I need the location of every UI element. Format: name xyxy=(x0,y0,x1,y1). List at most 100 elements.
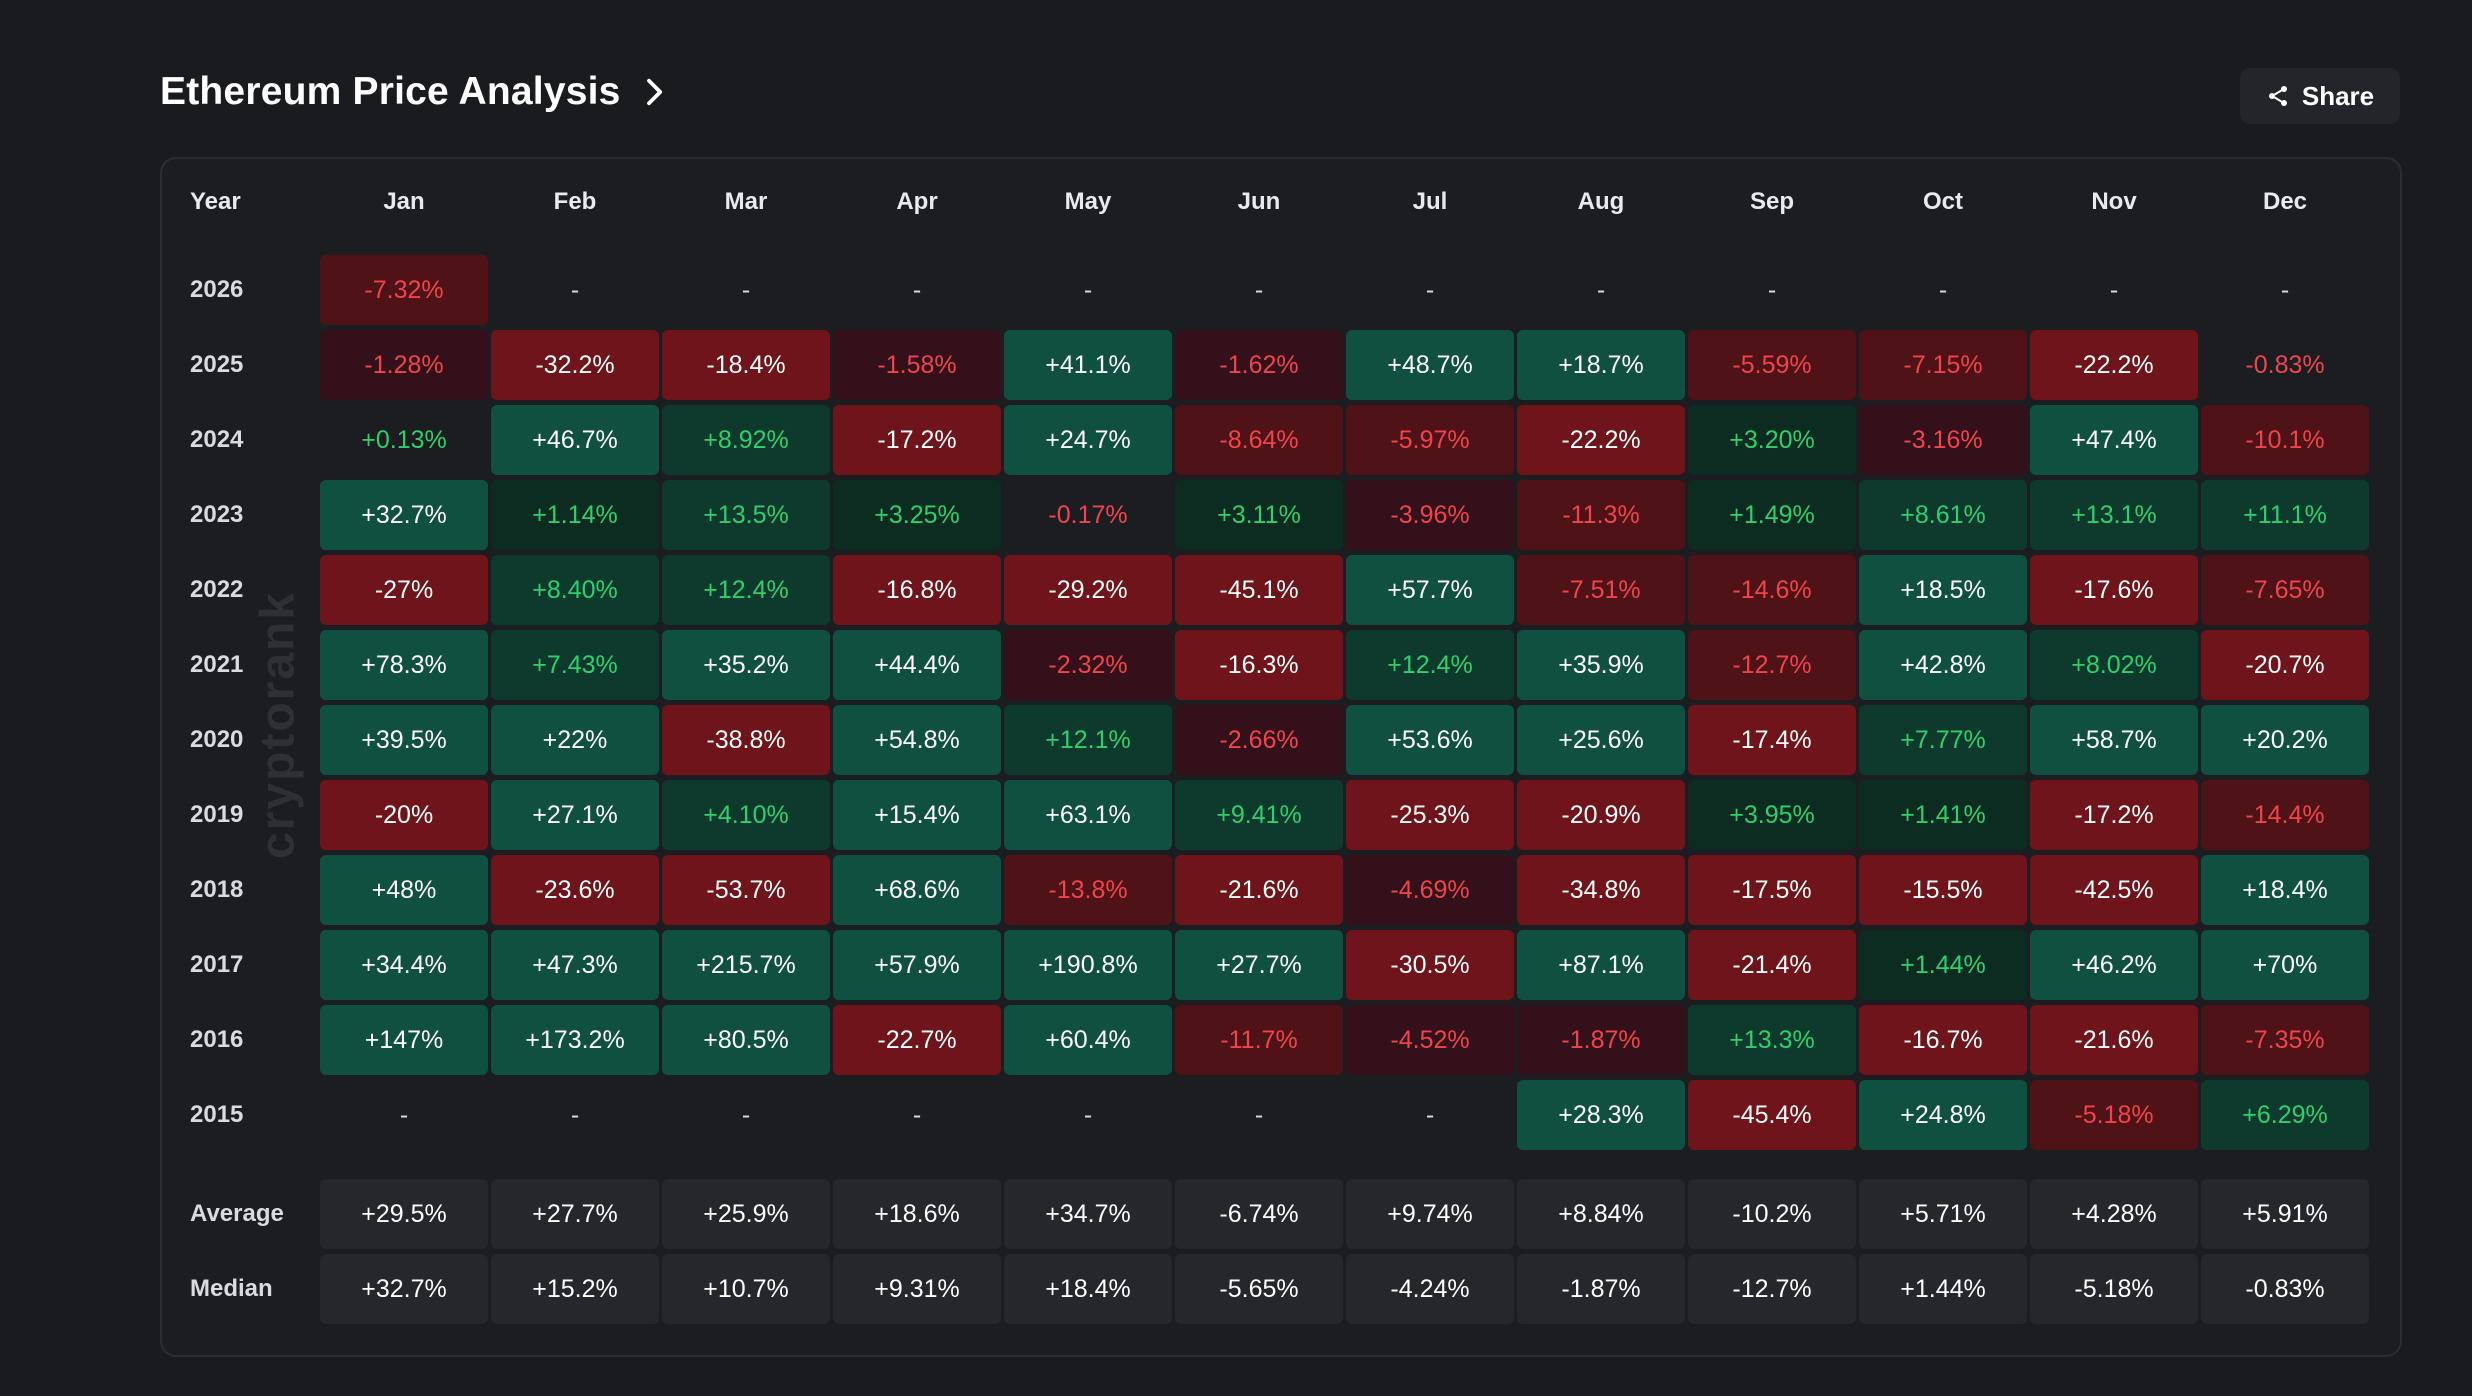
row-label-year: 2026 xyxy=(190,276,244,303)
heatmap-cell: -29.2% xyxy=(1004,555,1172,625)
heatmap-cell: +60.4% xyxy=(1004,1005,1172,1075)
heatmap-cell: +80.5% xyxy=(662,1005,830,1075)
heatmap-cell: -21.6% xyxy=(2030,1005,2198,1075)
heatmap-cell: - xyxy=(570,1100,580,1129)
heatmap-cell: -12.7% xyxy=(1688,630,1856,700)
heatmap-cell: +34.4% xyxy=(320,930,488,1000)
heatmap-cell: -2.32% xyxy=(1004,630,1172,700)
heatmap-cell: -16.8% xyxy=(833,555,1001,625)
summary-cell: +32.7% xyxy=(320,1254,488,1324)
heatmap-cell: +78.3% xyxy=(320,630,488,700)
heatmap-cell: +35.9% xyxy=(1517,630,1685,700)
heatmap-cell: +11.1% xyxy=(2201,480,2369,550)
summary-cell: +18.4% xyxy=(1004,1254,1172,1324)
share-button[interactable]: Share xyxy=(2240,68,2400,124)
heatmap-cell: -14.6% xyxy=(1688,555,1856,625)
heatmap-cell: +24.7% xyxy=(1004,405,1172,475)
heatmap-cell: +8.02% xyxy=(2030,630,2198,700)
column-header-sep: Sep xyxy=(1749,188,1794,215)
heatmap-cell: -30.5% xyxy=(1346,930,1514,1000)
heatmap-cell: +27.7% xyxy=(1175,930,1343,1000)
heatmap-cell: -10.1% xyxy=(2201,405,2369,475)
summary-cell: +15.2% xyxy=(491,1254,659,1324)
heatmap-cell: -20.7% xyxy=(2201,630,2369,700)
heatmap-cell: +3.25% xyxy=(833,480,1001,550)
heatmap-cell: +42.8% xyxy=(1859,630,2027,700)
summary-cell: -0.83% xyxy=(2201,1254,2369,1324)
heatmap-cell: +47.3% xyxy=(491,930,659,1000)
summary-cell: +29.5% xyxy=(320,1179,488,1249)
column-header-jan: Jan xyxy=(383,188,425,215)
column-header-aug: Aug xyxy=(1577,188,1625,215)
heatmap-cell: +12.4% xyxy=(662,555,830,625)
heatmap-cell: - xyxy=(1767,275,1777,304)
heatmap-cell: -21.6% xyxy=(1175,855,1343,925)
heatmap-cell: -13.8% xyxy=(1004,855,1172,925)
heatmap-cell: -20.9% xyxy=(1517,780,1685,850)
row-label-year: 2021 xyxy=(190,651,244,678)
heatmap-cell: -4.52% xyxy=(1346,1005,1514,1075)
heatmap-cell: +53.6% xyxy=(1346,705,1514,775)
summary-cell: -5.18% xyxy=(2030,1254,2198,1324)
heatmap-cell: - xyxy=(2109,275,2119,304)
chevron-right-icon xyxy=(646,78,662,106)
heatmap-cell: +48.7% xyxy=(1346,330,1514,400)
heatmap-cell: - xyxy=(1938,275,1948,304)
heatmap-cell: +70% xyxy=(2201,930,2369,1000)
summary-cell: -10.2% xyxy=(1688,1179,1856,1249)
header: Ethereum Price Analysis Share xyxy=(160,64,2400,128)
heatmap-cell: -17.4% xyxy=(1688,705,1856,775)
heatmap-cell: +87.1% xyxy=(1517,930,1685,1000)
heatmap-cell: +28.3% xyxy=(1517,1080,1685,1150)
heatmap-cell: -0.83% xyxy=(2245,350,2325,379)
heatmap-cell: +22% xyxy=(491,705,659,775)
heatmap-cell: +8.40% xyxy=(491,555,659,625)
heatmap-cell: +12.4% xyxy=(1346,630,1514,700)
heatmap-cell: -16.3% xyxy=(1175,630,1343,700)
heatmap-cell: +3.20% xyxy=(1688,405,1856,475)
heatmap-cell: -22.7% xyxy=(833,1005,1001,1075)
heatmap-cell: +39.5% xyxy=(320,705,488,775)
heatmap-cell: -5.97% xyxy=(1346,405,1514,475)
summary-cell: +9.31% xyxy=(833,1254,1001,1324)
heatmap-cell: - xyxy=(912,275,922,304)
heatmap-cell: +68.6% xyxy=(833,855,1001,925)
summary-cell: -1.87% xyxy=(1517,1254,1685,1324)
summary-cell: +5.91% xyxy=(2201,1179,2369,1249)
column-header-feb: Feb xyxy=(553,188,597,215)
summary-label-median: Median xyxy=(190,1275,273,1302)
summary-cell: +18.6% xyxy=(833,1179,1001,1249)
heatmap-cell: -3.96% xyxy=(1346,480,1514,550)
heatmap-cell: +13.1% xyxy=(2030,480,2198,550)
heatmap-cell: +46.7% xyxy=(491,405,659,475)
summary-cell: +1.44% xyxy=(1859,1254,2027,1324)
row-label-year: 2019 xyxy=(190,801,244,828)
column-header-jul: Jul xyxy=(1412,188,1448,215)
heatmap-cell: +24.8% xyxy=(1859,1080,2027,1150)
heatmap-cell: -27% xyxy=(320,555,488,625)
heatmap-cell: -22.2% xyxy=(2030,330,2198,400)
heatmap-cell: +18.4% xyxy=(2201,855,2369,925)
heatmap-cell: +25.6% xyxy=(1517,705,1685,775)
heatmap-cell: +46.2% xyxy=(2030,930,2198,1000)
heatmap-cell: - xyxy=(2280,275,2290,304)
heatmap-cell: -2.66% xyxy=(1175,705,1343,775)
heatmap-cell: -17.2% xyxy=(833,405,1001,475)
row-label-year: 2022 xyxy=(190,576,244,603)
heatmap-cell: - xyxy=(1254,275,1264,304)
heatmap-cell: +147% xyxy=(320,1005,488,1075)
heatmap-cell: +1.49% xyxy=(1688,480,1856,550)
column-header-mar: Mar xyxy=(724,188,768,215)
column-header-year: Year xyxy=(190,188,241,215)
summary-cell: -12.7% xyxy=(1688,1254,1856,1324)
heatmap-cell: +48% xyxy=(320,855,488,925)
heatmap-cell: +32.7% xyxy=(320,480,488,550)
heatmap-cell: - xyxy=(741,1100,751,1129)
watermark: cryptorank xyxy=(251,590,305,860)
heatmap-cell: -15.5% xyxy=(1859,855,2027,925)
heatmap-cell: -3.16% xyxy=(1859,405,2027,475)
summary-cell: -4.24% xyxy=(1346,1254,1514,1324)
row-label-year: 2018 xyxy=(190,876,244,903)
heatmap-cell: +63.1% xyxy=(1004,780,1172,850)
page-title-link[interactable]: Ethereum Price Analysis xyxy=(160,70,669,114)
